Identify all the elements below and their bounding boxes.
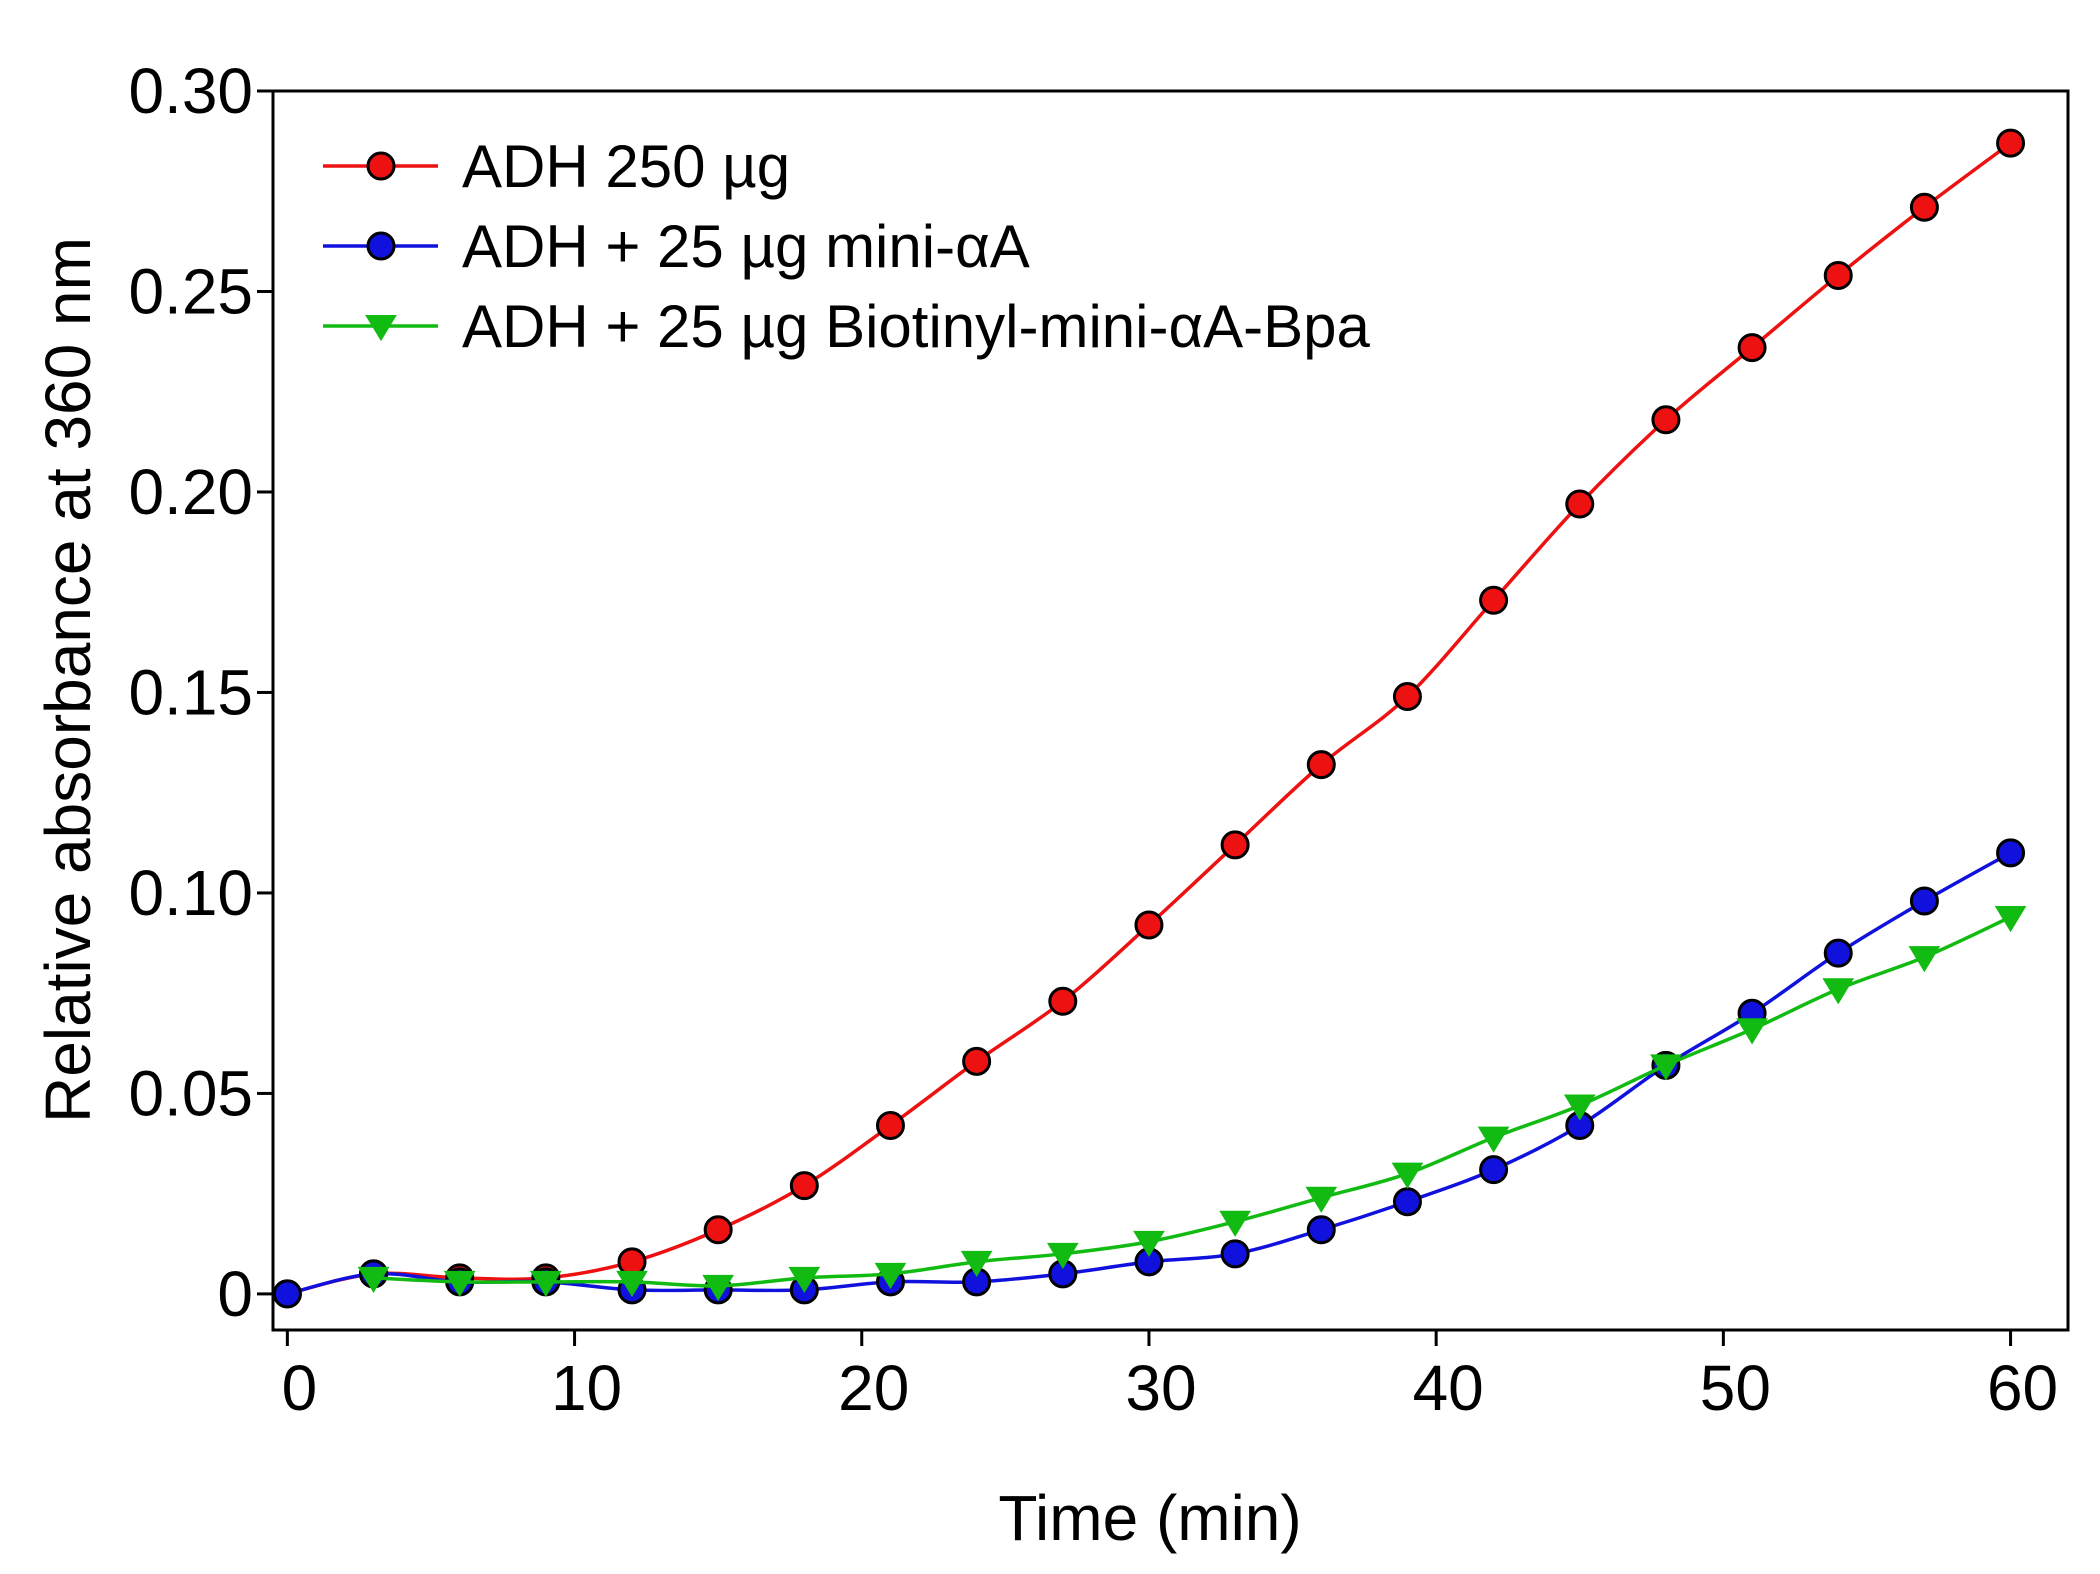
data-point bbox=[1651, 405, 1681, 435]
data-point bbox=[357, 1266, 390, 1294]
series-line bbox=[286, 141, 2012, 1296]
data-point bbox=[1479, 1155, 1509, 1185]
y-tick-label: 0.30 bbox=[128, 55, 253, 127]
y-tick-label: 0 bbox=[217, 1258, 253, 1330]
series-3 bbox=[357, 906, 2027, 1302]
data-point bbox=[1479, 585, 1509, 615]
data-point bbox=[1909, 886, 1939, 916]
data-point bbox=[1220, 1239, 1250, 1269]
y-tick-label: 0.15 bbox=[128, 656, 253, 728]
x-tick-label: 60 bbox=[1987, 1352, 2058, 1424]
data-point bbox=[1996, 838, 2026, 868]
data-point bbox=[875, 1111, 905, 1141]
data-point bbox=[788, 1266, 821, 1294]
series-layer bbox=[272, 128, 2027, 1309]
data-point bbox=[1823, 938, 1853, 968]
data-point bbox=[1565, 489, 1595, 519]
x-tick-label: 10 bbox=[551, 1352, 622, 1424]
data-point bbox=[1046, 1242, 1079, 1269]
legend-marker bbox=[366, 151, 396, 181]
data-point bbox=[1305, 1186, 1338, 1213]
data-point bbox=[1219, 1210, 1251, 1237]
data-point bbox=[1392, 681, 1422, 711]
legend-label: ADH + 25 µg mini-αA bbox=[462, 213, 1030, 280]
data-point bbox=[1306, 750, 1336, 780]
data-point bbox=[1133, 1230, 1165, 1257]
legend-marker bbox=[366, 231, 396, 261]
axes: 0 10 20 30 40 50 60 0 0.05 0.10 0.15 0.20 0.25 0.30 bbox=[128, 55, 2058, 1424]
legend-item: ADH 250 µg bbox=[323, 133, 790, 200]
y-tick-label: 0.20 bbox=[128, 456, 253, 528]
data-point bbox=[1220, 830, 1250, 860]
data-point bbox=[1908, 946, 1941, 973]
data-point bbox=[1134, 910, 1164, 940]
data-point bbox=[960, 1250, 993, 1278]
data-point bbox=[1996, 128, 2026, 158]
legend-marker bbox=[365, 315, 397, 342]
data-point bbox=[1391, 1162, 1424, 1189]
data-point bbox=[616, 1270, 648, 1298]
y-axis-title: Relative absorbance at 360 nm bbox=[32, 237, 104, 1123]
series-line bbox=[373, 915, 2012, 1288]
data-point bbox=[1994, 906, 2027, 933]
y-tick-label: 0.10 bbox=[128, 857, 253, 929]
x-tick-label: 20 bbox=[838, 1352, 909, 1424]
data-point bbox=[702, 1274, 734, 1302]
data-point bbox=[1823, 260, 1853, 290]
data-point bbox=[1048, 986, 1078, 1016]
data-point bbox=[530, 1270, 562, 1298]
data-point bbox=[789, 1171, 819, 1201]
data-point bbox=[1909, 192, 1939, 222]
legend-label: ADH 250 µg bbox=[462, 133, 790, 200]
data-point bbox=[443, 1270, 476, 1298]
data-point bbox=[1650, 1054, 1682, 1081]
plot-frame bbox=[271, 89, 2070, 1332]
x-tick-label: 0 bbox=[282, 1352, 318, 1424]
data-point bbox=[1392, 1187, 1422, 1217]
data-point bbox=[1306, 1215, 1336, 1245]
data-point bbox=[1822, 978, 1855, 1005]
x-tick-label: 30 bbox=[1125, 1352, 1196, 1424]
data-point bbox=[1737, 333, 1767, 363]
legend-label: ADH + 25 µg Biotinyl-mini-αA-Bpa bbox=[462, 293, 1371, 360]
y-tick-label: 0.05 bbox=[128, 1057, 253, 1129]
x-tick-label: 40 bbox=[1413, 1352, 1484, 1424]
x-tick-label: 50 bbox=[1700, 1352, 1771, 1424]
data-point bbox=[1736, 1018, 1768, 1045]
legend-item: ADH + 25 µg mini-αA bbox=[323, 213, 1030, 280]
legend-item: ADH + 25 µg Biotinyl-mini-αA-Bpa bbox=[323, 293, 1371, 360]
x-axis-title: Time (min) bbox=[998, 1482, 1301, 1554]
data-point bbox=[962, 1046, 992, 1076]
y-tick-label: 0.25 bbox=[128, 255, 253, 327]
data-point bbox=[272, 1279, 302, 1309]
data-point bbox=[1477, 1126, 1510, 1153]
data-point bbox=[703, 1215, 733, 1245]
data-point bbox=[874, 1262, 907, 1290]
legend: ADH 250 µg ADH + 25 µg mini-αA ADH + 25 µg… bbox=[323, 133, 1371, 360]
data-point bbox=[1563, 1094, 1596, 1121]
